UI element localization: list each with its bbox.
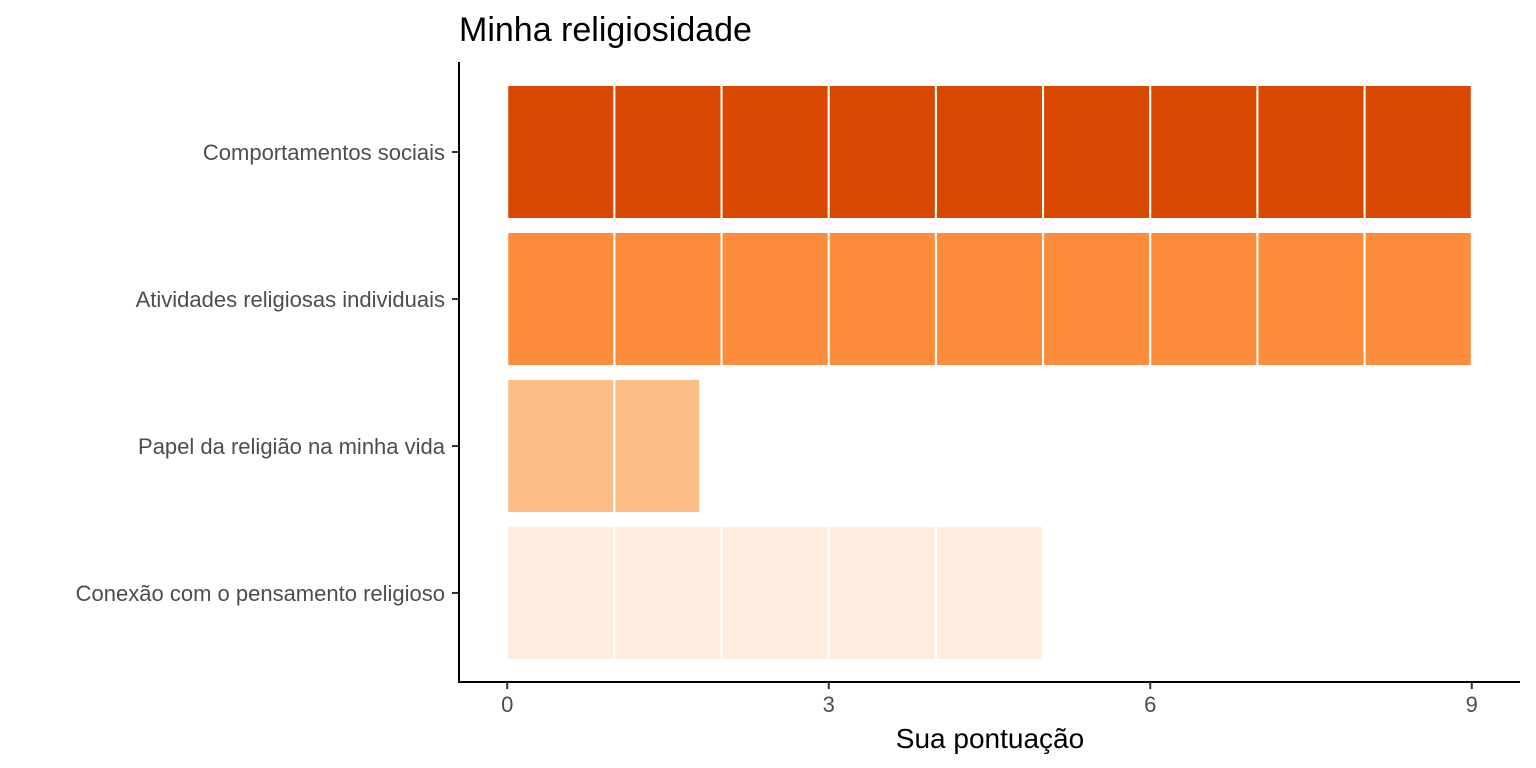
bar-segment	[934, 525, 1045, 661]
bar-segment	[506, 525, 616, 661]
bar-segment	[827, 84, 937, 220]
category-label: Atividades religiosas individuais	[136, 287, 445, 312]
bar-segment	[1042, 231, 1152, 367]
bar-segment	[506, 84, 616, 220]
x-tick-label: 9	[1466, 692, 1478, 717]
bar-segment	[1149, 231, 1259, 367]
category-label: Papel da religião na minha vida	[138, 434, 446, 459]
bar-segment	[1256, 231, 1366, 367]
bar-segment	[720, 231, 830, 367]
chart-title: Minha religiosidade	[459, 11, 752, 49]
bar-segment	[827, 231, 937, 367]
bar-segment	[720, 84, 830, 220]
bar-segment	[506, 231, 616, 367]
bar-segment	[934, 231, 1045, 367]
x-axis-ticks: 0 3 6 9	[501, 682, 1478, 717]
bar-segment	[1256, 84, 1366, 220]
bar-segment	[613, 84, 723, 220]
x-tick-label: 0	[501, 692, 513, 717]
x-tick-label: 6	[1144, 692, 1156, 717]
bar-segment	[1042, 84, 1152, 220]
bar-segment	[613, 525, 723, 661]
x-axis-title: Sua pontuação	[896, 723, 1084, 754]
bar-segment	[1363, 84, 1473, 220]
bars-group	[506, 84, 1473, 661]
bar-segment	[613, 378, 702, 514]
bar-segment	[506, 378, 616, 514]
category-labels: Comportamentos sociais Atividades religio…	[76, 140, 459, 606]
bar-segment	[827, 525, 937, 661]
bar-segment	[1363, 231, 1473, 367]
category-label: Conexão com o pensamento religioso	[76, 581, 445, 606]
x-tick-label: 3	[823, 692, 835, 717]
bar-segment	[934, 84, 1045, 220]
bar-segment	[1149, 84, 1259, 220]
category-label: Comportamentos sociais	[203, 140, 445, 165]
bar-segment	[720, 525, 830, 661]
bar-segment	[613, 231, 723, 367]
